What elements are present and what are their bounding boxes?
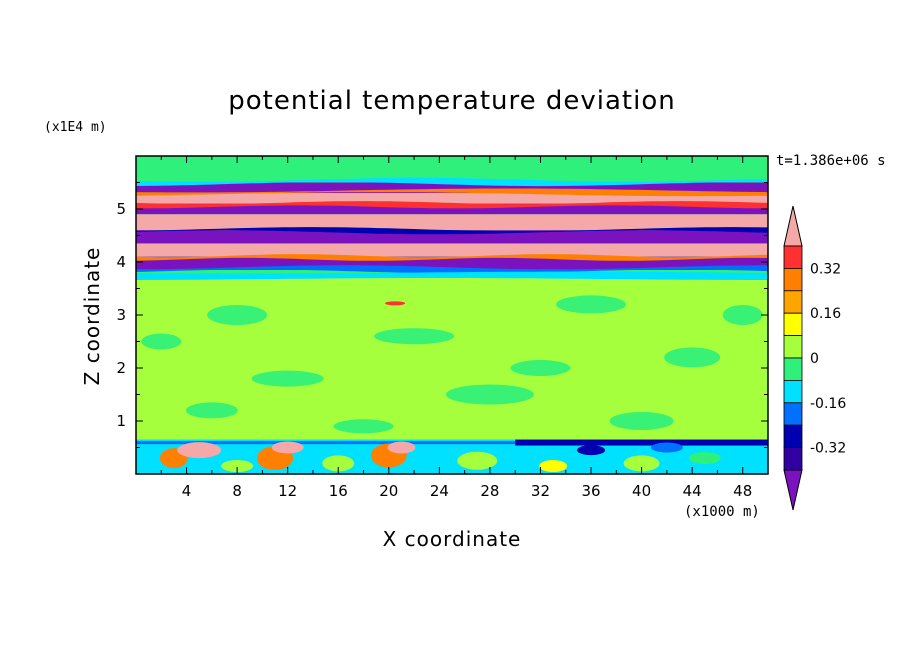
y-tick-label: 5 <box>116 200 126 218</box>
contour-edge <box>136 188 768 197</box>
contour-edge <box>136 227 768 235</box>
y-tick-label: 3 <box>116 306 126 324</box>
contour-patch <box>556 295 627 314</box>
contour-edge <box>136 254 768 261</box>
contour-band <box>136 214 768 231</box>
x-tick-label: 20 <box>379 482 398 500</box>
x-tick-label: 12 <box>278 482 297 500</box>
colorbar-tick-label: 0.16 <box>810 306 841 322</box>
x-tick-label: 36 <box>581 482 600 500</box>
x-unit-label: (x1000 m) <box>684 504 760 520</box>
x-tick-label: 40 <box>632 482 651 500</box>
x-tick-label: 48 <box>733 482 752 500</box>
contour-edge <box>136 201 768 209</box>
contour-patch <box>510 360 571 376</box>
contour-band <box>136 158 768 183</box>
x-tick-label: 32 <box>531 482 550 500</box>
y-unit-label: (x1E4 m) <box>44 120 107 135</box>
x-tick-label: 28 <box>480 482 499 500</box>
contour-patch <box>322 455 355 472</box>
x-tick-label: 16 <box>329 482 348 500</box>
y-tick-label: 1 <box>116 412 126 430</box>
contour-band <box>136 182 768 194</box>
contour-patch <box>539 460 568 473</box>
colorbar-tick-label: -0.32 <box>810 441 846 457</box>
x-tick-label: 8 <box>232 482 242 500</box>
contour-patch <box>374 328 455 345</box>
contour-edge <box>136 441 768 445</box>
y-tick-label: 4 <box>116 253 126 271</box>
contour-patch <box>141 333 182 350</box>
colorbar-tick-label: 0 <box>810 351 819 367</box>
contour-patch <box>333 419 394 434</box>
colorbar-segment <box>783 357 803 381</box>
colorbar-segment <box>783 290 803 314</box>
colorbar-segment <box>783 335 803 359</box>
colorbar-extend-top <box>783 205 803 247</box>
colorbar-tick-label: 0.32 <box>810 261 841 277</box>
contour-patch <box>623 455 660 472</box>
x-axis-ticks: 4 8 12 16 20 24 28 32 36 40 44 48 <box>160 156 752 500</box>
contour-patch <box>445 384 534 405</box>
contour-patch <box>271 441 304 454</box>
x-tick-label: 44 <box>683 482 702 500</box>
x-tick-label: 4 <box>182 482 192 500</box>
contour-details <box>136 177 768 473</box>
contour-patch <box>688 452 721 465</box>
colorbar-segment <box>783 245 803 269</box>
colorbar-extend-bottom <box>783 469 803 511</box>
colorbar-segment <box>783 379 803 404</box>
chart-title: potential temperature deviation <box>228 86 676 116</box>
contour-patch <box>185 402 238 419</box>
contour-patch <box>650 442 683 453</box>
y-axis-ticks: 1 2 3 4 5 <box>116 182 768 448</box>
contour-patch <box>664 347 721 368</box>
contour-patch <box>722 305 763 325</box>
x-tick-label: 24 <box>430 482 449 500</box>
contour-patch <box>577 445 606 456</box>
colorbar-segment <box>783 402 803 426</box>
colorbar-segment <box>783 424 803 449</box>
contour-band <box>136 203 768 215</box>
colorbar-tick-label: -0.16 <box>810 396 846 412</box>
contour-edge <box>136 271 768 280</box>
colorbar-segment <box>783 447 803 471</box>
contour-band <box>136 230 768 244</box>
contour-patch <box>221 460 254 473</box>
contour-band <box>136 277 768 440</box>
colorbar: 0.32 0.16 0 -0.16 -0.32 <box>783 205 846 511</box>
contour-edge <box>515 439 768 446</box>
x-axis-label: X coordinate <box>382 527 522 551</box>
contour-patch <box>385 301 406 306</box>
timestamp-label: t=1.386e+06 s <box>776 153 886 169</box>
contour-patch <box>251 370 324 387</box>
contour-patch <box>609 412 674 430</box>
contour-patch <box>177 442 222 459</box>
contour-band <box>136 193 768 204</box>
contour-patch <box>457 451 498 470</box>
contour-edge <box>136 177 768 187</box>
contour-patch <box>207 305 268 325</box>
contour-edge <box>136 265 768 274</box>
contour-band <box>136 243 768 257</box>
colorbar-segment <box>783 267 803 292</box>
colorbar-segment <box>783 312 803 337</box>
contour-patch <box>387 441 416 454</box>
y-tick-label: 2 <box>116 359 126 377</box>
